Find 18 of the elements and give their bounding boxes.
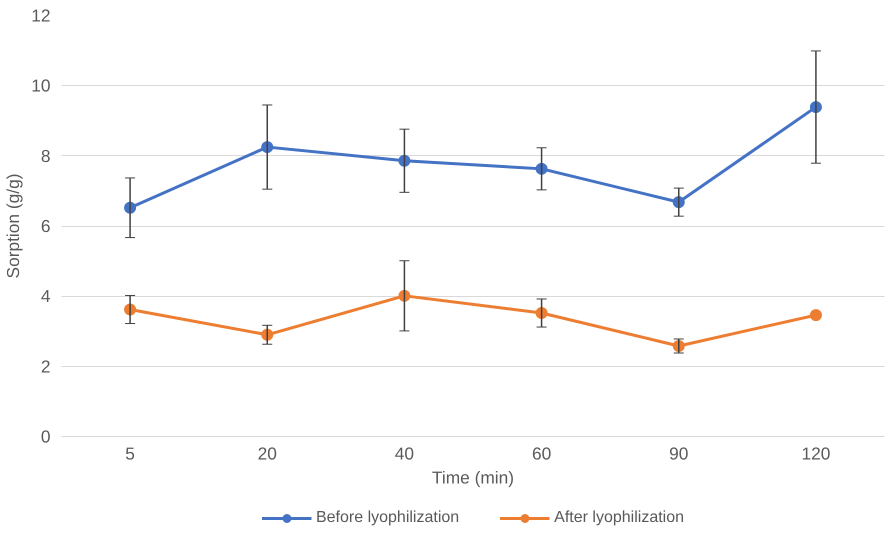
x-tick-label: 90 [669,444,688,464]
x-axis-title: Time (min) [432,468,514,488]
x-tick-label: 60 [532,444,552,464]
y-axis-title: Sorption (g/g) [3,174,24,278]
legend-label: After lyophilization [554,508,684,526]
point [810,309,822,322]
y-tick-label: 4 [40,286,51,306]
y-tick-label: 8 [40,146,51,166]
x-tick-label: 5 [125,444,135,464]
y-tick-label: 2 [40,356,51,376]
x-tick-label: 40 [394,444,414,464]
x-tick-label: 20 [258,444,277,464]
y-tick-label: 12 [31,6,51,26]
legend-label: Before lyophilization [316,508,460,526]
x-tick-label: 120 [801,444,830,464]
y-tick-label: 6 [40,216,51,236]
y-tick-label: 0 [40,426,51,446]
y-tick-label: 10 [31,76,51,96]
